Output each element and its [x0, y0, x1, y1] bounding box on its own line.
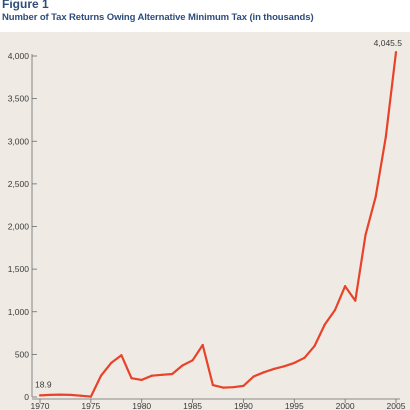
data-point [191, 359, 194, 362]
data-point [59, 393, 62, 396]
y-tick-label: 2,500 [8, 179, 30, 189]
data-point [323, 323, 326, 326]
y-tick-label: 3,500 [8, 94, 30, 104]
data-point [89, 395, 92, 398]
data-point [262, 371, 265, 374]
data-point [364, 233, 367, 237]
y-tick-label: 0 [24, 392, 29, 402]
data-point [232, 386, 235, 389]
data-point [150, 374, 153, 377]
x-tick-label: 1990 [234, 401, 253, 410]
data-point [181, 364, 184, 367]
data-point [38, 394, 42, 397]
x-tick-label: 1980 [132, 401, 151, 410]
x-tick-label: 1995 [285, 401, 304, 410]
chart-title: Number of Tax Returns Owing Alternative … [2, 12, 314, 23]
data-point [354, 299, 357, 302]
data-point [333, 308, 337, 312]
x-tick-label: 1970 [31, 401, 50, 410]
data-point [394, 51, 398, 54]
data-point [211, 383, 215, 387]
data-point [130, 377, 133, 380]
data-point [99, 374, 103, 377]
data-point [313, 344, 316, 347]
y-tick-label: 3,000 [8, 136, 30, 146]
data-point [110, 361, 113, 364]
annotation-start-value: 18.9 [35, 379, 52, 389]
x-tick-label: 2000 [336, 401, 355, 410]
data-point [120, 354, 123, 357]
y-tick-label: 1,500 [8, 264, 30, 274]
data-point [283, 365, 286, 368]
data-point [303, 356, 306, 359]
data-point [171, 372, 174, 376]
y-tick-label: 4,000 [8, 51, 30, 61]
y-tick-label: 2,000 [8, 222, 30, 232]
chart-panel [0, 32, 410, 410]
data-point [49, 393, 52, 396]
data-point [201, 343, 204, 347]
data-point [160, 373, 164, 376]
data-point [293, 361, 296, 364]
y-tick-label: 1,000 [8, 307, 30, 317]
data-point [384, 135, 387, 139]
x-tick-label: 1985 [183, 401, 202, 410]
figure-label: Figure 1 [2, 0, 49, 11]
y-tick-label: 500 [15, 349, 29, 359]
data-point [69, 393, 72, 396]
series-line [39, 51, 398, 398]
data-point [344, 285, 347, 288]
x-tick-label: 2005 [387, 401, 406, 410]
annotation-end-value: 4,045.5 [374, 38, 403, 48]
data-point [221, 386, 225, 389]
data-point [140, 378, 143, 382]
data-point [272, 367, 276, 370]
data-point [242, 384, 245, 388]
data-point [79, 394, 82, 397]
x-tick-label: 1975 [81, 401, 100, 410]
data-point [252, 375, 255, 378]
data-point [374, 195, 377, 198]
